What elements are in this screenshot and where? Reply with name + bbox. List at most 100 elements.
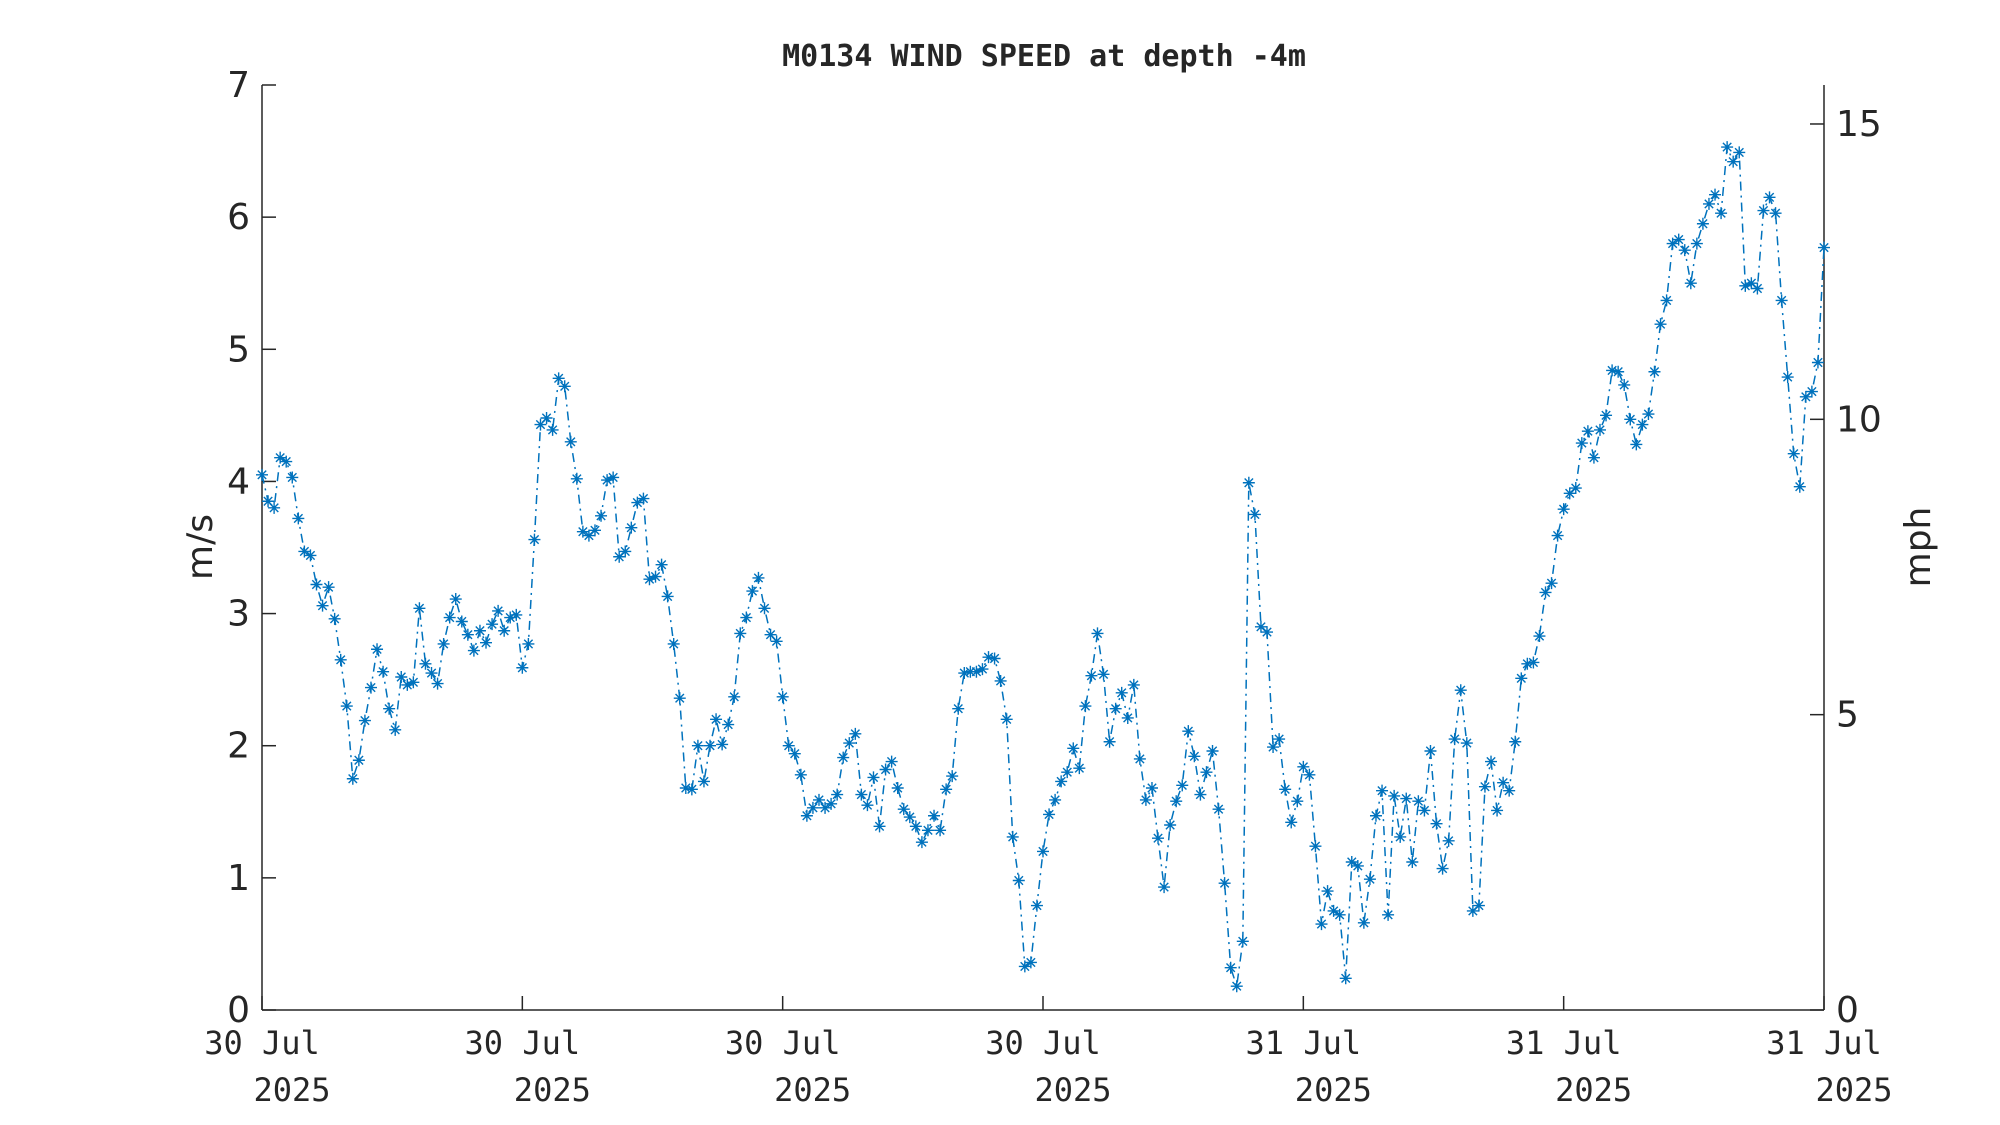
data-point (1037, 845, 1049, 858)
data-point (697, 775, 710, 788)
data-point (1412, 795, 1425, 808)
data-point (1606, 364, 1619, 377)
data-point (576, 525, 589, 538)
data-point (595, 509, 608, 522)
data-point (903, 811, 916, 824)
right-y-ticks: 0 5 10 15 (1810, 104, 1882, 1031)
data-point (873, 820, 886, 833)
data-point (1448, 733, 1461, 746)
data-point (1811, 356, 1824, 369)
data-point (1436, 862, 1449, 875)
data-point (1079, 700, 1092, 713)
data-point (1787, 447, 1800, 460)
data-point (1164, 819, 1177, 831)
data-point (849, 727, 862, 740)
data-point (1212, 803, 1225, 816)
data-point (867, 771, 880, 784)
data-point (1769, 207, 1782, 220)
data-point (994, 674, 1007, 687)
data-point (1158, 881, 1171, 894)
x-tick-label-year: 2025 (1815, 1071, 1892, 1109)
data-point (504, 611, 517, 624)
data-point (1630, 438, 1643, 451)
data-point (673, 692, 686, 705)
data-point (1533, 630, 1546, 643)
data-point (1049, 793, 1062, 806)
data-point (776, 690, 789, 703)
data-point (1297, 760, 1310, 773)
data-point (1406, 856, 1419, 868)
data-point (328, 612, 341, 625)
data-point (1012, 874, 1025, 887)
data-point (758, 602, 771, 615)
data-point (346, 772, 359, 785)
data-point (982, 651, 995, 664)
right-y-tick-label: 0 (1836, 990, 1859, 1031)
data-point (1733, 146, 1746, 159)
data-point (1236, 935, 1249, 948)
data-point (1491, 804, 1504, 817)
data-point (685, 783, 698, 796)
data-point (625, 521, 638, 534)
data-point (1727, 155, 1740, 168)
left-y-ticks: 0 1 2 3 4 5 6 7 (227, 65, 276, 1031)
data-point (1478, 780, 1491, 793)
data-point (1121, 711, 1134, 724)
data-point (558, 380, 571, 393)
data-point (377, 665, 390, 678)
data-point (946, 770, 959, 783)
data-point (915, 836, 928, 849)
data-point (928, 809, 941, 822)
data-point (461, 628, 474, 641)
data-point (1273, 733, 1286, 746)
data-point (358, 714, 371, 727)
data-point (455, 615, 468, 628)
data-point (1757, 204, 1770, 217)
data-point (1188, 750, 1201, 763)
data-point (613, 550, 626, 563)
data-point (855, 788, 868, 801)
data-point (486, 618, 499, 631)
data-point (1581, 425, 1594, 438)
x-tick-label-year: 2025 (1295, 1071, 1372, 1109)
data-point (1382, 908, 1395, 921)
data-point (1575, 437, 1588, 450)
data-point (746, 585, 759, 598)
data-point (1739, 279, 1752, 292)
data-point (437, 637, 450, 650)
data-point (1224, 961, 1237, 974)
data-point (752, 571, 765, 584)
data-point (498, 624, 511, 637)
data-point (1472, 899, 1485, 912)
data-point (395, 671, 408, 683)
data-point (413, 602, 426, 615)
data-point (540, 412, 553, 424)
data-point (1618, 378, 1631, 391)
data-point (728, 690, 741, 703)
data-point (631, 496, 644, 509)
data-point (885, 755, 898, 768)
data-point (964, 665, 977, 678)
data-point (480, 636, 493, 649)
data-point (1612, 365, 1625, 378)
data-point (552, 372, 565, 385)
x-tick-label-date: 30 Jul (204, 1024, 320, 1062)
data-point (831, 788, 844, 801)
data-point (1363, 873, 1376, 886)
right-y-tick-label: 5 (1836, 695, 1859, 736)
data-point (1176, 779, 1189, 792)
y-tick-label: 4 (227, 461, 250, 502)
data-point (1152, 832, 1165, 845)
data-point (637, 492, 650, 505)
y-tick-label: 2 (227, 726, 250, 767)
data-point (1127, 678, 1140, 691)
data-point (1648, 365, 1661, 378)
data-point (958, 667, 971, 680)
data-point (1242, 476, 1255, 489)
axes (261, 85, 1825, 1011)
data-point (1660, 294, 1673, 307)
data-point (298, 545, 311, 558)
data-point (1454, 684, 1467, 697)
y-tick-label: 7 (227, 65, 250, 106)
